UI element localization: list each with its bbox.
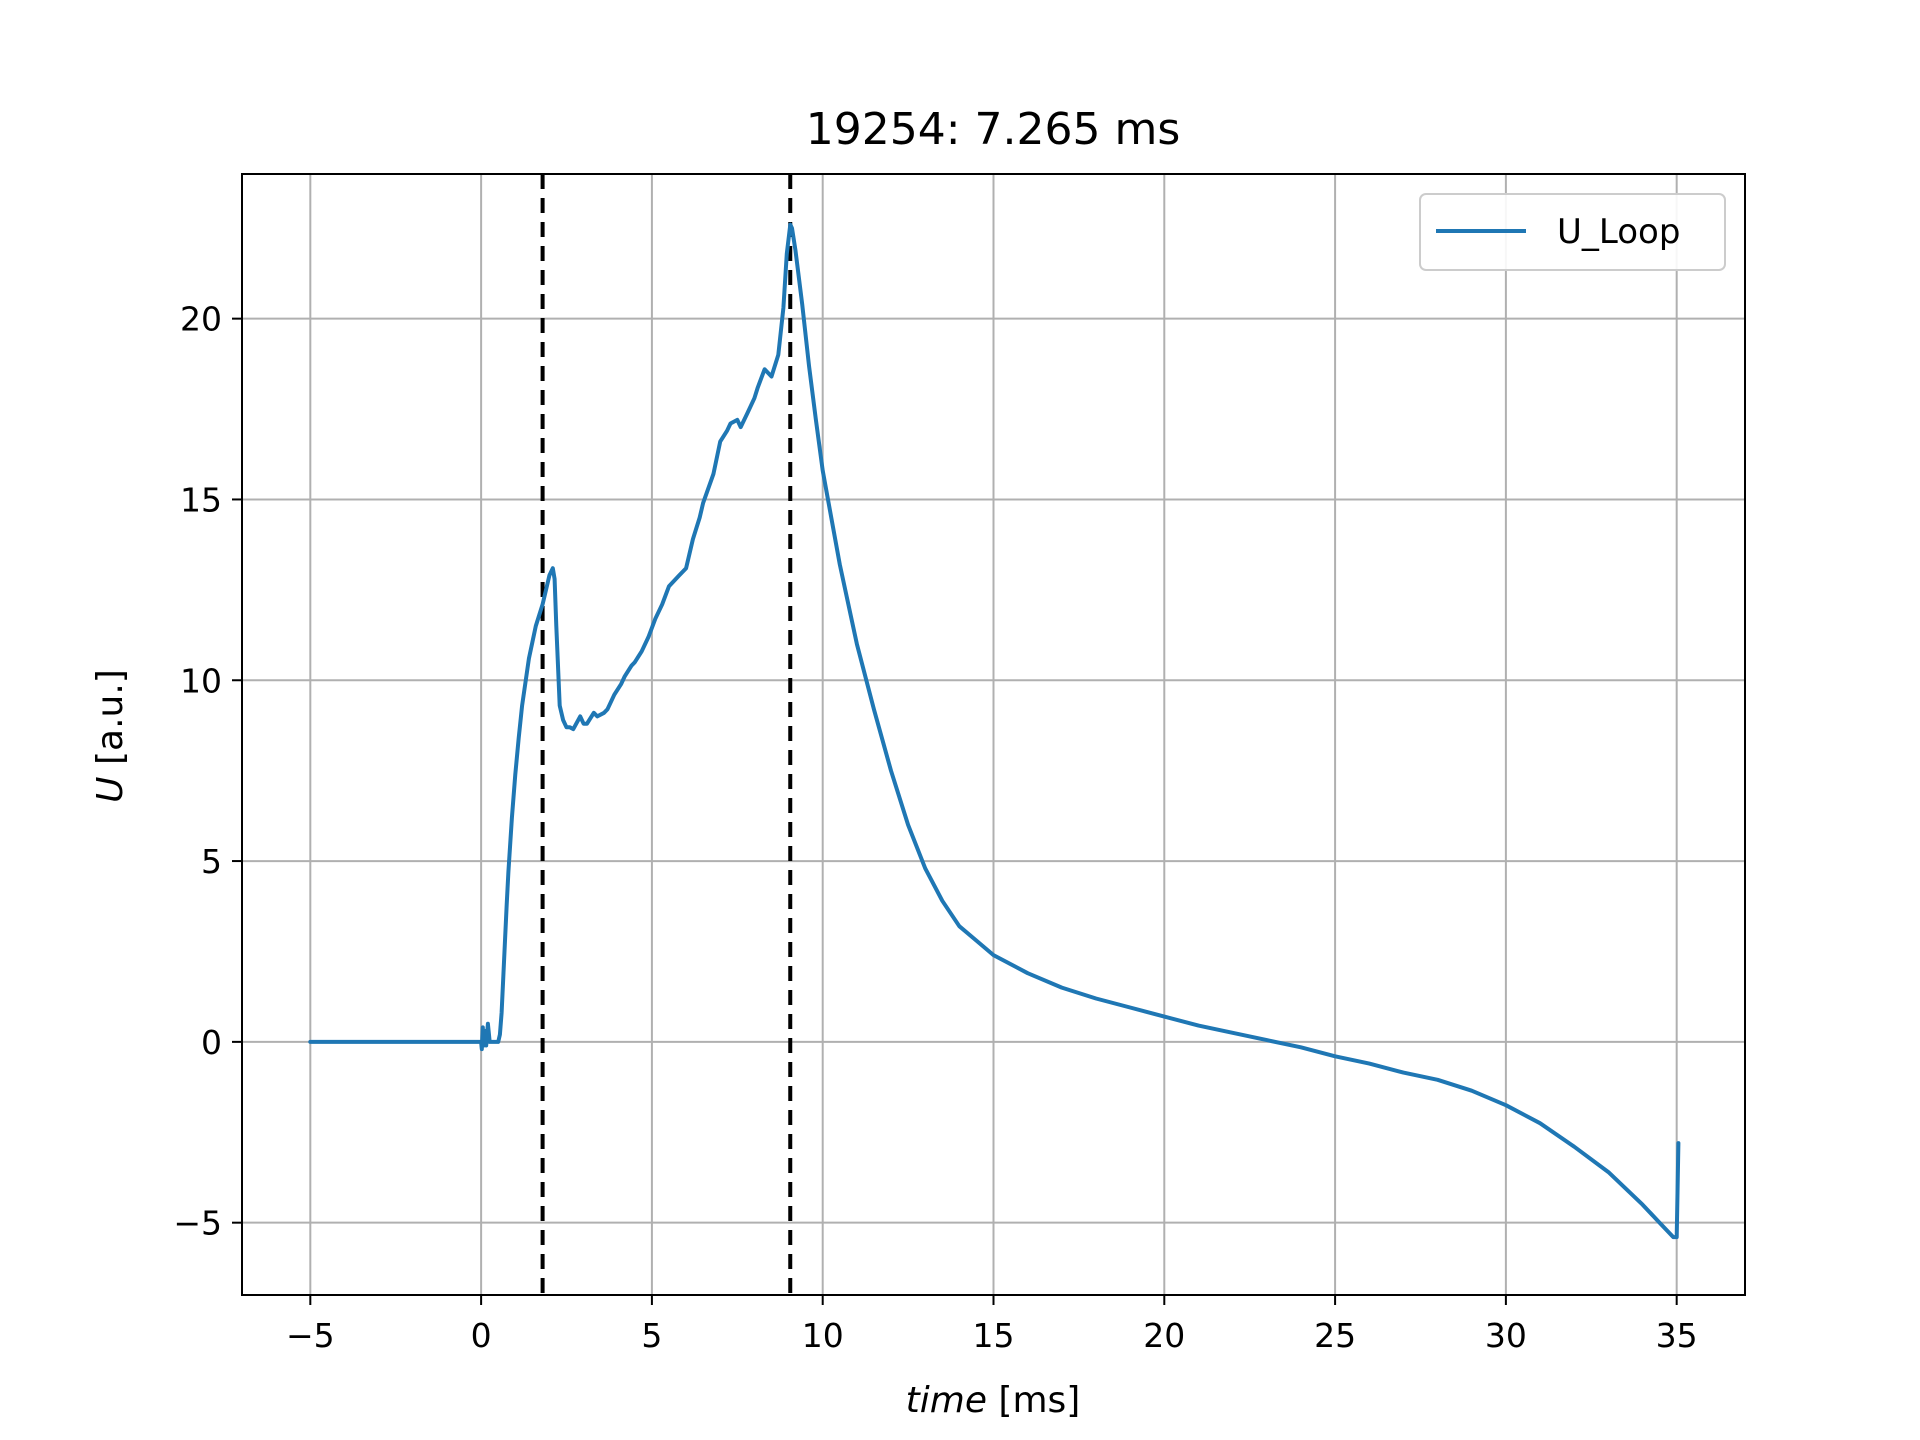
- legend: U_Loop: [1419, 193, 1726, 271]
- x-tick-label: 25: [1314, 1316, 1356, 1355]
- legend-box: [1419, 193, 1726, 271]
- y-axis-ticks: −5 0 5 10 15 20: [173, 300, 242, 1243]
- y-tick-label: 5: [201, 842, 222, 881]
- series-lines: [308, 222, 1681, 1240]
- series-line-u-loop: [308, 222, 1681, 1240]
- y-tick-label: −5: [173, 1204, 222, 1243]
- y-tick-label: 10: [180, 661, 222, 700]
- grid-lines: [242, 174, 1745, 1295]
- x-tick-label: 30: [1485, 1316, 1527, 1355]
- legend-label-u-loop: U_Loop: [1557, 212, 1680, 252]
- x-axis-label: time [ms]: [906, 1380, 1081, 1421]
- chart-title: 19254: 7.265 ms: [806, 104, 1181, 155]
- plot-frame: [241, 173, 1746, 1296]
- x-tick-label: −5: [286, 1316, 335, 1355]
- x-tick-label: 5: [641, 1316, 662, 1355]
- x-tick-label: 0: [471, 1316, 492, 1355]
- y-tick-label: 15: [180, 480, 222, 519]
- x-tick-label: 10: [802, 1316, 844, 1355]
- vertical-markers: [540, 174, 793, 1295]
- x-axis-ticks: −5 0 5 10 15 20 25 30 35: [286, 1295, 1698, 1355]
- x-tick-label: 35: [1656, 1316, 1698, 1355]
- y-axis-label-var: U: [90, 776, 131, 802]
- y-tick-label: 20: [180, 300, 222, 339]
- x-axis-label-unit: [ms]: [987, 1380, 1080, 1421]
- x-tick-label: 20: [1143, 1316, 1185, 1355]
- x-axis-label-var: time: [906, 1380, 987, 1421]
- x-tick-label: 15: [973, 1316, 1015, 1355]
- y-axis-label-unit: [a.u.]: [90, 669, 131, 776]
- y-axis-label: U [a.u.]: [90, 669, 131, 803]
- y-tick-label: 0: [201, 1023, 222, 1062]
